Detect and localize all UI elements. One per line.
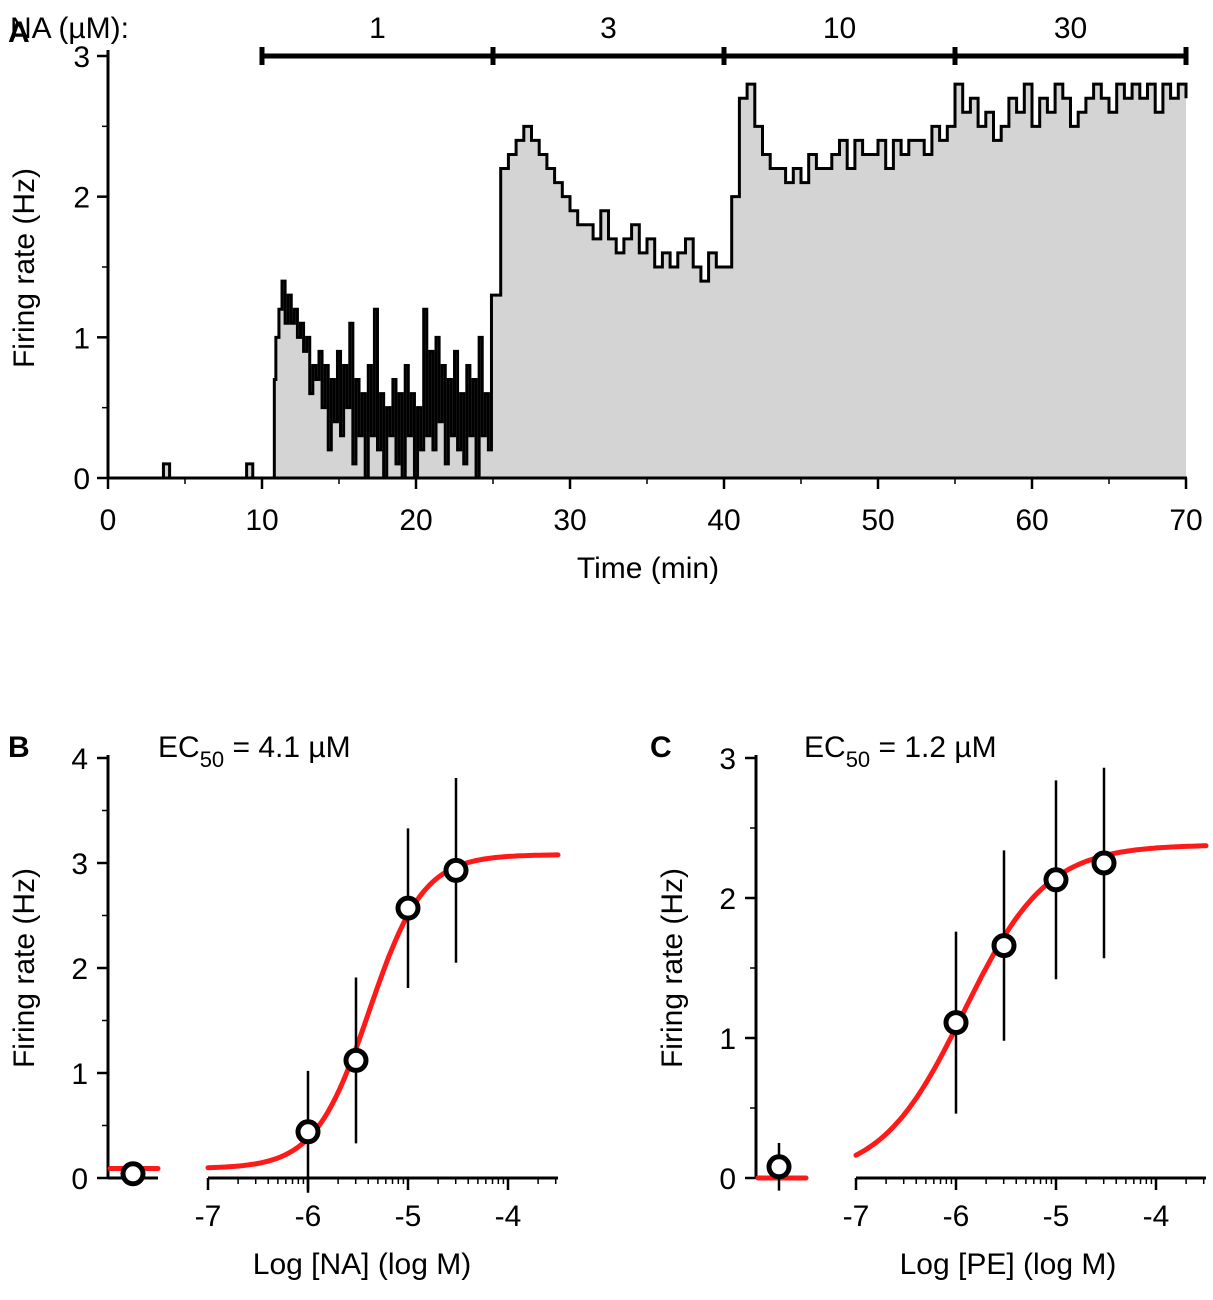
panel-a-y-ticks: 0 1 2 3 xyxy=(73,41,108,496)
panel-a-firing-rate-time-course: A NA (µM): 1 3 10 30 0 10 20 30 40 50 60 70 0 1 2 3 T… xyxy=(8,12,1203,585)
panel-b-y-tick-label: 4 xyxy=(71,743,88,776)
panel-a-x-axis-title: Time (min) xyxy=(577,552,719,585)
panel-c-x-tick-label: -5 xyxy=(1043,1200,1070,1233)
panel-a-x-tick-label: 70 xyxy=(1169,504,1202,537)
panel-a-y-tick-label: 3 xyxy=(73,41,90,74)
panel-b-data-point xyxy=(295,1119,321,1145)
ec50-subscript: 50 xyxy=(846,747,870,772)
panel-a-trace-line xyxy=(108,82,1188,480)
panel-b-x-tick-label: -6 xyxy=(295,1200,322,1233)
panel-a-x-ticks: 0 10 20 30 40 50 60 70 xyxy=(100,478,1203,537)
ec50-prefix: EC xyxy=(158,731,200,764)
panel-c-control-point xyxy=(766,1154,792,1180)
panel-c-data-point xyxy=(1091,850,1117,876)
panel-c-x-tick-label: -4 xyxy=(1143,1200,1170,1233)
panel-letter-c: C xyxy=(650,731,672,764)
panel-c-y-tick-label: 3 xyxy=(719,743,736,776)
panel-b-fit-curve xyxy=(205,852,561,1171)
panel-b-data-point xyxy=(443,857,469,883)
panel-c-y-axis-title: Firing rate (Hz) xyxy=(656,868,689,1068)
panel-c-pe-concentration-response: C EC50 = 1.2 µM -7 -6 -5 -4 0 1 2 3 Log [PE] (… xyxy=(650,731,1209,1281)
panel-letter-a: A xyxy=(8,16,30,49)
panel-a-x-tick-label: 50 xyxy=(861,504,894,537)
panel-b-na-concentration-response: B EC50 = 4.1 µM -7 -6 -5 -4 0 1 2 3 4 Log [NA] … xyxy=(8,731,561,1281)
panel-c-data-point xyxy=(991,933,1017,959)
panel-c-fit-curve xyxy=(853,843,1209,1158)
panel-b-x-tick-label: -4 xyxy=(495,1200,522,1233)
panel-b-x-axis-title: Log [NA] (log M) xyxy=(253,1248,471,1281)
ec50-value: = 1.2 µM xyxy=(870,731,997,764)
panel-c-y-tick-label: 1 xyxy=(719,1023,736,1056)
panel-b-x-tick-label: -7 xyxy=(195,1200,222,1233)
panel-a-y-tick-label: 0 xyxy=(73,463,90,496)
panel-b-y-tick-label: 2 xyxy=(71,953,88,986)
panel-b-plot-area xyxy=(107,777,561,1193)
panel-a-x-tick-label: 20 xyxy=(399,504,432,537)
panel-c-x-tick-label: -6 xyxy=(943,1200,970,1233)
panel-a-x-tick-label: 10 xyxy=(245,504,278,537)
panel-c-y-tick-label: 0 xyxy=(719,1163,736,1196)
panel-a-concentration-label: 10 xyxy=(823,12,856,45)
panel-c-y-tick-label: 2 xyxy=(719,883,736,916)
panel-a-y-tick-label: 2 xyxy=(73,182,90,215)
panel-c-plot-area xyxy=(755,767,1209,1191)
panel-a-x-tick-label: 30 xyxy=(553,504,586,537)
panel-c-y-ticks: 0 1 2 3 xyxy=(719,743,756,1196)
panel-letter-b: B xyxy=(8,731,30,764)
panel-b-y-tick-label: 3 xyxy=(71,848,88,881)
panel-b-y-axis-title: Firing rate (Hz) xyxy=(8,868,41,1068)
panel-a-concentration-label: 1 xyxy=(369,12,386,45)
panel-c-data-point xyxy=(1043,867,1069,893)
panel-a-x-tick-label: 0 xyxy=(100,504,117,537)
panel-b-y-ticks: 0 1 2 3 4 xyxy=(71,743,108,1196)
panel-b-y-tick-label: 1 xyxy=(71,1058,88,1091)
panel-c-x-ticks: -7 -6 -5 -4 xyxy=(843,1178,1205,1233)
panel-a-concentration-label: 3 xyxy=(600,12,617,45)
panel-b-y-tick-label: 0 xyxy=(71,1163,88,1196)
panel-a-rate-trace xyxy=(108,82,1188,480)
panel-a-concentration-label: 30 xyxy=(1054,12,1087,45)
panel-c-x-axis-title: Log [PE] (log M) xyxy=(900,1248,1117,1281)
panel-b-ec50-annotation: EC50 = 4.1 µM xyxy=(158,731,351,772)
panel-a-y-axis-title: Firing rate (Hz) xyxy=(8,168,41,368)
panel-b-data-point xyxy=(395,895,421,921)
panel-c-ec50-annotation: EC50 = 1.2 µM xyxy=(804,731,997,772)
panel-b-data-point xyxy=(343,1047,369,1073)
ec50-value: = 4.1 µM xyxy=(224,731,351,764)
panel-a-trace-fill xyxy=(108,84,1186,478)
panel-b-x-tick-label: -5 xyxy=(395,1200,422,1233)
panel-c-x-tick-label: -7 xyxy=(843,1200,870,1233)
panel-a-x-tick-label: 60 xyxy=(1015,504,1048,537)
panel-a-application-label: NA (µM): xyxy=(10,12,129,45)
ec50-subscript: 50 xyxy=(200,747,224,772)
panel-b-x-ticks: -7 -6 -5 -4 xyxy=(195,1178,557,1233)
ec50-prefix: EC xyxy=(804,731,846,764)
panel-b-control-point xyxy=(120,1161,146,1187)
panel-a-y-tick-label: 1 xyxy=(73,322,90,355)
panel-c-data-point xyxy=(943,1010,969,1036)
panel-a-x-tick-label: 40 xyxy=(707,504,740,537)
panel-a-application-bars: 1 3 10 30 xyxy=(259,12,1189,65)
